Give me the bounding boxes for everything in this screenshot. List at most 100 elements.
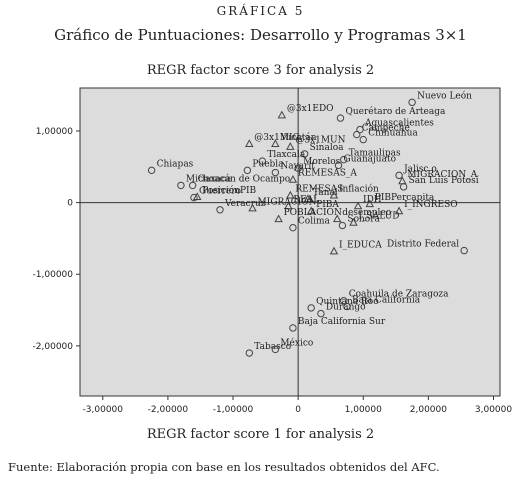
x-tick-label: 1,00000: [345, 405, 382, 415]
data-point-label: Chihuahua: [368, 129, 418, 139]
data-point-label: PIBA: [316, 200, 339, 210]
y-tick-label: -2,00000: [33, 342, 74, 352]
data-point-triangle: [271, 139, 280, 147]
data-point-label: Yucatán: [279, 132, 316, 143]
data-point-triangle: [286, 142, 295, 150]
data-point-circle: [317, 309, 325, 318]
data-point-label: Sinaloa: [310, 143, 345, 153]
data-point-triangle: [394, 206, 404, 215]
data-point-label: @3x1MIC: [254, 133, 299, 143]
data-point-label: REMESAS_A: [298, 169, 357, 179]
x-tick-label: -3,00000: [83, 405, 124, 415]
data-point-circle: [359, 135, 367, 144]
data-point-label: Distrito Federal: [387, 240, 459, 250]
data-point-circle: [245, 349, 254, 357]
data-point-triangle: [274, 214, 283, 223]
x-tick-label: -2,00000: [148, 405, 189, 415]
data-point-circle: [188, 181, 197, 190]
data-point-label: Oaxaca: [198, 174, 232, 184]
data-point-label: Morelos: [303, 157, 341, 167]
data-point-triangle: [288, 175, 298, 183]
data-point-circle: [271, 168, 280, 177]
data-point-triangle: [349, 218, 358, 226]
data-point-circle: [190, 193, 198, 202]
data-point-circle: [460, 246, 468, 255]
x-tick-label: 2,00000: [410, 405, 447, 415]
data-point-circle: [307, 304, 315, 312]
data-point-triangle: [284, 201, 293, 210]
data-point-label: POBLACION: [284, 208, 342, 218]
x-tick-label: -1,00000: [213, 405, 254, 415]
data-point-label: Veracruz: [224, 199, 266, 209]
data-point-label: Sonora: [347, 215, 380, 225]
data-point-label: Colima: [298, 217, 331, 227]
data-point-label: Jalisc o: [403, 164, 437, 174]
data-point-label: Guanajuato: [344, 154, 397, 164]
data-point-label: I_SALUD: [358, 212, 399, 222]
data-point-circle: [289, 223, 297, 232]
data-point-circle: [258, 157, 267, 165]
data-point-circle: [340, 155, 348, 164]
data-point-triangle: [192, 192, 202, 200]
data-point-triangle: [365, 199, 375, 208]
figure-title: Gráfico de Puntuaciones: Desarrollo y Pr…: [54, 26, 467, 44]
x-tick-label: 0: [295, 405, 301, 415]
data-point-circle: [343, 302, 351, 311]
data-point-label: Guerrero: [199, 187, 241, 197]
data-point-triangle: [329, 246, 339, 255]
data-point-circle: [300, 150, 309, 158]
data-point-label: Nuevo León: [417, 90, 472, 101]
data-point-label: MIGRACION_A: [407, 170, 477, 180]
data-point-circle: [340, 297, 348, 305]
x-axis-label: REGR factor score 1 for analysis 2: [146, 427, 375, 442]
data-point-circle: [338, 221, 347, 230]
data-point-label: Nayarit: [280, 162, 315, 172]
data-point-triangle: [286, 190, 295, 199]
figure-label: GRÁFICA 5: [216, 4, 305, 18]
data-point-circle: [243, 166, 252, 175]
y-tick-label: 1,00000: [36, 127, 73, 137]
data-point-circle: [336, 114, 345, 122]
data-point-circle: [408, 98, 416, 107]
data-point-label: @3x1MUN: [295, 136, 345, 146]
data-point-label: Aguascalientes: [364, 119, 434, 129]
data-point-triangle: [332, 214, 342, 223]
data-point-triangle: [245, 139, 254, 147]
data-point-circle: [177, 181, 185, 190]
data-point-label: Puebla: [252, 159, 284, 169]
data-point-triangle: [398, 176, 407, 185]
data-point-label: Tlaxcala: [267, 150, 306, 160]
data-point-circle: [147, 166, 156, 175]
data-point-label: Tamaulipas: [349, 149, 401, 159]
data-point-label: I_INGRESO: [404, 200, 458, 210]
data-point-label: México: [280, 337, 313, 348]
data-point-circle: [289, 324, 297, 332]
source-note: Fuente: Elaboración propia con base en l…: [8, 460, 440, 474]
data-point-label: IDH: [363, 195, 382, 205]
data-point-label: Baja California Sur: [298, 317, 386, 327]
data-point-triangle: [306, 206, 316, 215]
data-point-triangle: [353, 201, 363, 210]
data-point-label: desempleo: [342, 208, 391, 218]
plot-area: [79, 87, 501, 397]
data-point-label: Chiapas: [157, 159, 194, 169]
data-point-label: Tanal: [313, 188, 338, 198]
data-point-circle: [294, 164, 302, 172]
data-point-label: Quintana Roo: [316, 297, 378, 307]
data-point-circle: [216, 206, 224, 214]
data-point-circle: [271, 345, 280, 354]
data-point-circle: [334, 161, 343, 170]
data-point-label: @3x1EDO: [287, 104, 334, 114]
data-point-label: Coahuila de Zaragoza: [349, 290, 449, 300]
data-point-label: San Luis Potosí: [409, 175, 479, 186]
x-tick-label: 3,00000: [475, 405, 512, 415]
data-point-label: I_EDUCA: [339, 240, 382, 250]
data-point-label: Michoacán de Ocampo: [186, 173, 290, 184]
data-point-label: REMESAS: [295, 184, 343, 194]
data-point-triangle: [329, 190, 339, 199]
data-point-triangle: [248, 203, 257, 212]
data-point-label: MIGRACION: [258, 197, 317, 207]
data-point-circle: [395, 171, 403, 180]
chart-title: REGR factor score 3 for analysis 2: [146, 63, 375, 78]
